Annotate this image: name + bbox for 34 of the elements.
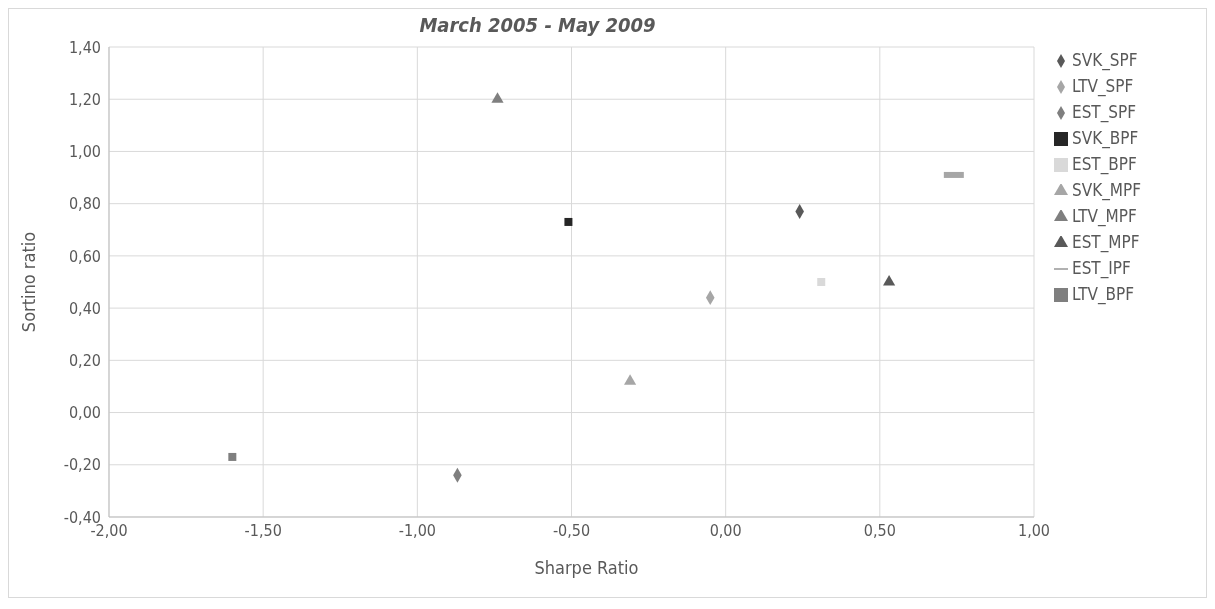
legend-label: LTV_SPF <box>1072 76 1134 96</box>
y-tick-label: 0,40 <box>68 298 101 318</box>
point <box>883 274 896 286</box>
x-axis-title: Sharpe Ratio <box>533 557 640 578</box>
legend-label: SVK_SPF <box>1072 50 1138 70</box>
y-tick-label: 0,80 <box>68 194 101 214</box>
y-tick-label: 1,20 <box>68 89 101 109</box>
legend-label: LTV_MPF <box>1072 206 1137 226</box>
x-tick-label: 0,50 <box>863 521 896 541</box>
chart-title: March 2005 - May 2009 <box>418 13 657 37</box>
point <box>564 217 573 226</box>
y-tick-label: 1,40 <box>68 37 101 57</box>
x-tick-label: 1,00 <box>1017 521 1051 541</box>
legend-label: SVK_BPF <box>1072 128 1139 148</box>
point <box>817 278 826 286</box>
y-tick-label: 0,00 <box>68 403 101 423</box>
x-tick-label: -1,00 <box>398 521 436 541</box>
point <box>624 374 637 385</box>
legend-label: EST_MPF <box>1072 232 1140 252</box>
y-tick-label: -0,20 <box>63 455 101 475</box>
y-axis-title: Sortino ratio <box>18 231 40 333</box>
legend-label: SVK_MPF <box>1072 180 1142 200</box>
x-tick-label: -1,50 <box>244 521 282 541</box>
legend-label: EST_BPF <box>1072 154 1137 174</box>
point <box>228 452 237 461</box>
x-tick-label: -0,50 <box>552 521 591 541</box>
y-tick-label: 1,00 <box>68 142 101 162</box>
y-tick-label: 0,20 <box>68 351 101 371</box>
legend-label: EST_IPF <box>1072 258 1131 278</box>
x-tick-label: 0,00 <box>709 521 742 541</box>
y-tick-label: 0,60 <box>68 246 101 266</box>
legend-label: EST_SPF <box>1072 102 1137 122</box>
legend-label: LTV_BPF <box>1072 284 1135 304</box>
point <box>491 92 504 103</box>
